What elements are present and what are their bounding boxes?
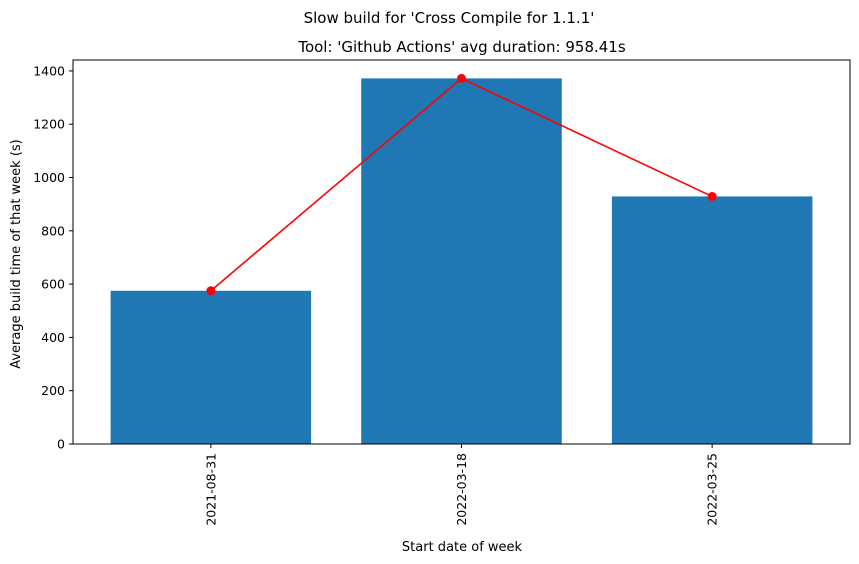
x-tick-label-2021-08-31: 2021-08-31 [203,453,218,526]
y-tick-label-1200: 1200 [33,117,65,132]
x-tick-label-2022-03-25: 2022-03-25 [705,453,720,526]
x-tick-label-2022-03-18: 2022-03-18 [454,453,469,526]
y-tick-label-800: 800 [41,223,65,238]
trend-point-2022-03-18 [457,73,466,83]
y-tick-label-400: 400 [41,330,65,345]
plot-area: 0 200 400 600 800 1000 1200 1400 2021-08-31 2022-… [33,59,851,526]
chart-suptitle: Slow build for 'Cross Compile for 1.1.1' [304,9,595,27]
trend-point-2021-08-31 [206,286,216,296]
trend-point-2022-03-25 [707,191,717,201]
y-tick-label-1400: 1400 [33,63,65,78]
y-tick-label-1000: 1000 [33,170,65,185]
y-tick-label-600: 600 [41,277,65,292]
bar-2021-08-31 [110,290,312,444]
y-tick-label-200: 200 [41,383,65,398]
chart-title: Tool: 'Github Actions' avg duration: 958… [297,38,626,56]
bar-2022-03-18 [361,78,562,444]
y-tick-label-0: 0 [57,437,65,452]
bar-2022-03-25 [611,196,813,444]
x-axis-label: Start date of week [402,540,523,555]
y-axis-label: Average build time of that week (s) [9,139,24,369]
